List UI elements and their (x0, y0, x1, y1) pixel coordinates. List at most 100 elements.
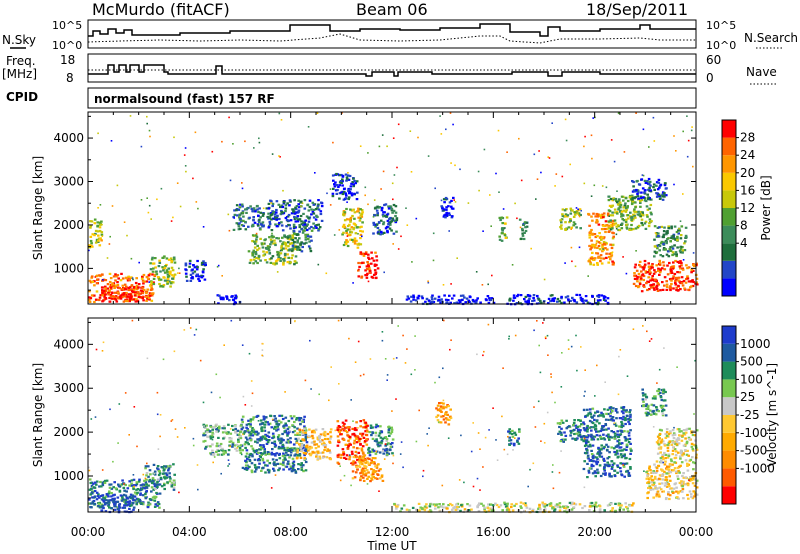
velocity-cell (587, 412, 590, 415)
power-cell (679, 247, 683, 250)
velocity-cell (657, 477, 661, 480)
power-cell (664, 182, 667, 185)
power-cell (675, 150, 677, 152)
power-cell (674, 238, 677, 241)
power-cell (406, 295, 410, 298)
velocity-cell (102, 499, 105, 502)
power-cell (576, 212, 579, 215)
power-cell (464, 301, 467, 304)
velocity-cell (629, 442, 632, 445)
power-cell (160, 187, 163, 190)
power-cell (678, 249, 682, 252)
power-cell (262, 225, 265, 228)
power-cell (373, 207, 377, 210)
power-cell (392, 243, 394, 245)
power-cell (610, 246, 614, 250)
power-cell (431, 298, 434, 301)
velocity-cell (313, 451, 317, 454)
velocity-cell (231, 441, 235, 444)
velocity-cell (608, 475, 612, 478)
velocity-cell (601, 413, 605, 416)
power-cell (536, 294, 539, 298)
velocity-cell (591, 416, 594, 419)
power-cell (90, 275, 94, 278)
velocity-cell (508, 432, 512, 435)
power-cell (121, 284, 125, 287)
power-cell (93, 284, 96, 287)
power-cell (599, 260, 602, 263)
power-cell (653, 269, 656, 272)
velocity-cell (590, 464, 593, 468)
power-cell (687, 288, 690, 291)
velocity-cell (616, 411, 619, 414)
velocity-cell (600, 448, 603, 451)
velocity-cell (612, 462, 616, 465)
velocity-cell (163, 465, 166, 468)
velocity-cell (662, 409, 666, 412)
velocity-cell (684, 443, 687, 446)
velocity-cell (594, 411, 597, 414)
power-cell (668, 261, 671, 265)
velocity-cell (347, 445, 350, 448)
power-cell (468, 300, 471, 303)
power-cell (359, 217, 362, 220)
power-cell (238, 213, 242, 217)
velocity-cell (299, 423, 302, 426)
power-cell (241, 205, 244, 208)
velocity-cell (93, 495, 97, 499)
velocity-cell (281, 432, 284, 436)
power-cell (378, 229, 381, 232)
velocity-cell (691, 456, 694, 459)
velocity-cell (586, 454, 590, 457)
velocity-cell (362, 426, 365, 429)
power-cell (384, 227, 388, 230)
velocity-cell (341, 421, 345, 424)
power-colorbar-tick-label: 12 (740, 201, 755, 215)
power-cell (280, 119, 283, 121)
power-cell (671, 267, 675, 270)
velocity-cell (589, 413, 593, 416)
power-cell (204, 262, 207, 265)
power-cell (643, 259, 647, 263)
velocity-cell (119, 494, 123, 497)
power-cell (450, 205, 453, 208)
velocity-cell (275, 458, 278, 462)
power-cell (442, 198, 446, 201)
power-colorbar-swatch (722, 243, 736, 261)
power-cell (689, 280, 693, 283)
power-cell (549, 300, 552, 303)
velocity-cell (280, 414, 284, 417)
velocity-cell (648, 465, 651, 468)
power-cell (116, 291, 120, 294)
power-cell (247, 250, 251, 253)
power-cell (333, 183, 336, 186)
power-cell (444, 298, 448, 301)
velocity-cell (360, 469, 364, 472)
velocity-cell (351, 470, 355, 473)
power-cell (626, 214, 630, 217)
velocity-cell (268, 469, 271, 472)
velocity-cell (118, 489, 122, 492)
power-cell (575, 293, 578, 296)
velocity-cell (370, 474, 374, 477)
velocity-cell (651, 397, 655, 400)
velocity-cell (158, 470, 161, 473)
power-cell (445, 128, 447, 131)
power-cell (675, 230, 679, 234)
power-cell (386, 229, 389, 233)
velocity-cell (270, 441, 274, 444)
power-cell (649, 286, 653, 289)
power-cell (88, 244, 91, 247)
velocity-cell (591, 436, 594, 440)
power-cell (620, 215, 623, 218)
velocity-cell (672, 432, 676, 435)
power-cell (282, 241, 285, 244)
power-cell (239, 227, 242, 230)
velocity-cell (89, 506, 92, 509)
power-patch (440, 196, 455, 219)
velocity-cell (93, 502, 97, 506)
velocity-cell (148, 503, 152, 506)
velocity-cell (661, 412, 665, 415)
power-cell (411, 261, 413, 263)
velocity-cell (602, 447, 606, 450)
